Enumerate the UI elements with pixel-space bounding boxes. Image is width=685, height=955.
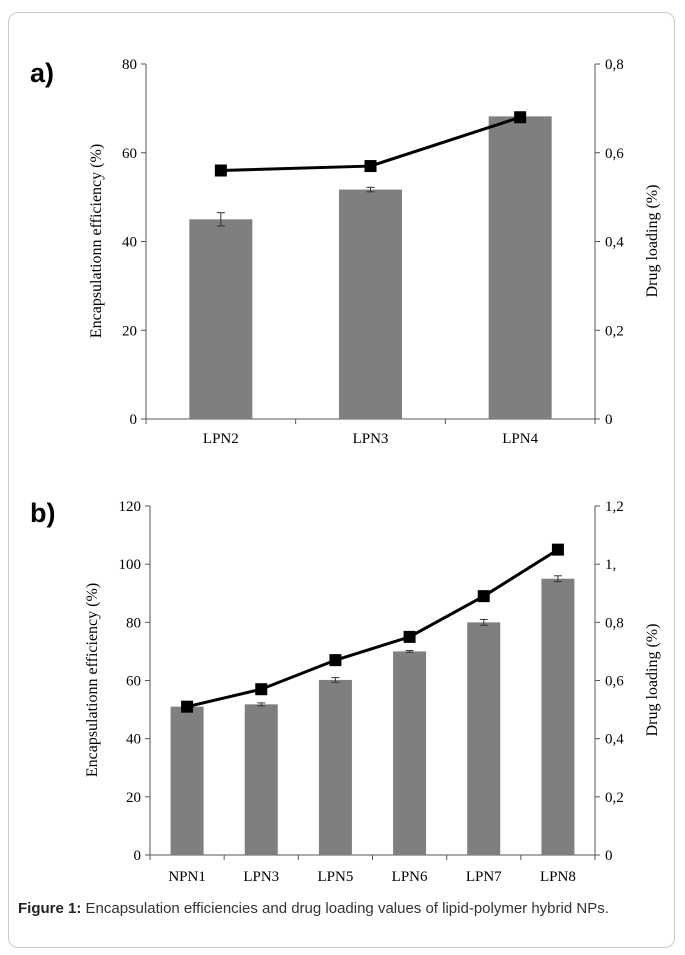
caption-text: Encapsulation efficiencies and drug load…	[85, 900, 609, 917]
right-tick-label: 1,	[605, 557, 616, 573]
bar	[541, 578, 575, 855]
bar	[393, 651, 427, 855]
drug-loading-point	[214, 164, 227, 177]
drug-loading-point	[181, 700, 194, 713]
right-tick-label: 0,8	[605, 57, 624, 73]
left-tick-label: 60	[122, 146, 137, 162]
right-tick-label: 1,2	[605, 499, 624, 515]
drug-loading-point	[403, 630, 416, 643]
category-label: LPN5	[317, 869, 353, 885]
panel-a-label: a)	[30, 58, 54, 88]
bar	[467, 622, 501, 855]
category-label: LPN6	[392, 869, 428, 885]
bar	[318, 679, 352, 855]
figure-charts: a) Encapsulationn efficiency (%) Drug lo…	[30, 57, 661, 885]
category-label: LPN8	[540, 869, 576, 885]
left-tick-label: 0	[134, 848, 142, 864]
left-tick-label: 20	[122, 323, 137, 339]
right-tick-label: 0,6	[605, 674, 624, 690]
left-tick-label: 0	[130, 412, 138, 428]
bar	[170, 706, 204, 855]
right-tick-label: 0,2	[605, 323, 624, 339]
panel-a-left-axis-title: Encapsulationn efficiency (%)	[88, 144, 105, 338]
right-tick-label: 0,4	[605, 235, 624, 251]
drug-loading-line	[186, 548, 559, 709]
category-label: LPN3	[243, 869, 279, 885]
category-label: LPN4	[502, 431, 538, 447]
drug-loading-point	[477, 590, 490, 603]
panel-b-label: b)	[30, 498, 55, 528]
panel-b-marks: 0 20 40 60 80 100 120 0 0,2 0,4 0,6 0,8 1, 1,2 NPN1 LPN…	[119, 499, 625, 885]
left-tick-label: 100	[119, 557, 142, 573]
drug-loading-point	[329, 654, 342, 667]
right-tick-label: 0,6	[605, 146, 624, 162]
right-tick-label: 0,4	[605, 732, 624, 748]
drug-loading-point	[364, 160, 377, 173]
figure-caption: Figure 1: Encapsulation efficiencies and…	[18, 900, 668, 918]
category-label: NPN1	[168, 869, 206, 885]
panel-b-right-axis-title: Drug loading (%)	[644, 624, 661, 737]
left-tick-label: 40	[126, 732, 141, 748]
drug-loading-point	[551, 543, 564, 556]
chart-panel-a: a) Encapsulationn efficiency (%) Drug lo…	[30, 57, 661, 447]
panel-b-left-axis-title: Encapsulationn efficiency (%)	[84, 583, 101, 777]
panel-a-right-axis-title: Drug loading (%)	[644, 185, 661, 298]
drug-loading-point	[514, 111, 527, 124]
panel-a-marks: 0 20 40 60 80 0 0,2 0,4 0,6 0,8 LPN2 LPN3 LPN4	[122, 57, 624, 447]
left-tick-label: 20	[126, 790, 141, 806]
bar	[339, 189, 402, 419]
left-tick-label: 40	[122, 235, 137, 251]
right-tick-label: 0,2	[605, 790, 624, 806]
left-tick-label: 80	[122, 57, 137, 73]
bar	[488, 116, 552, 420]
category-label: LPN2	[203, 431, 239, 447]
category-label: LPN7	[466, 869, 502, 885]
left-tick-label: 80	[126, 615, 141, 631]
caption-label: Figure 1:	[18, 900, 82, 917]
bar	[244, 704, 278, 855]
left-tick-label: 60	[126, 674, 141, 690]
category-label: LPN3	[353, 431, 389, 447]
chart-panel-b: b) Encapsulationn efficiency (%) Drug lo…	[30, 498, 661, 885]
bar	[189, 219, 253, 419]
right-tick-label: 0,8	[605, 615, 624, 631]
right-tick-label: 0	[605, 412, 613, 428]
right-tick-label: 0	[605, 848, 613, 864]
drug-loading-point	[255, 683, 268, 696]
left-tick-label: 120	[119, 499, 142, 515]
